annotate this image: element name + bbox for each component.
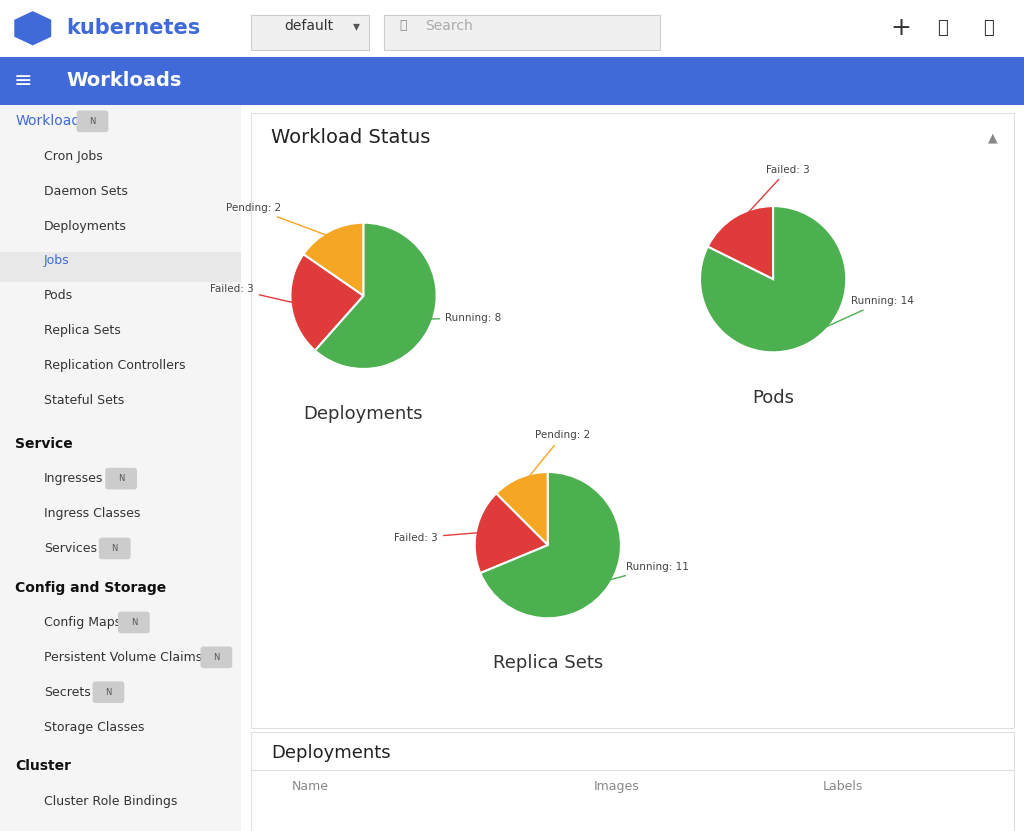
Text: Running: 8: Running: 8 — [428, 312, 502, 322]
Text: Search: Search — [425, 19, 473, 32]
Text: Secrets: Secrets — [44, 686, 91, 699]
Text: Failed: 3: Failed: 3 — [740, 165, 810, 221]
Text: Persistent Volume Claims: Persistent Volume Claims — [44, 651, 203, 664]
Bar — [0, 105, 241, 831]
Wedge shape — [700, 206, 846, 352]
Text: N: N — [118, 475, 124, 483]
Wedge shape — [475, 494, 548, 573]
Text: Config and Storage: Config and Storage — [15, 581, 167, 594]
Bar — [251, 15, 369, 50]
Text: Deployments: Deployments — [44, 219, 127, 233]
Text: Service: Service — [15, 437, 73, 450]
Text: Deployments: Deployments — [271, 744, 391, 762]
Title: Deployments: Deployments — [304, 406, 423, 423]
Bar — [0, 57, 1024, 105]
Bar — [0, 0, 1024, 57]
Text: Cron Jobs: Cron Jobs — [44, 150, 102, 163]
Text: Ingresses: Ingresses — [44, 472, 103, 485]
Text: Workloads: Workloads — [67, 71, 182, 90]
Text: kubernetes: kubernetes — [67, 18, 201, 38]
Wedge shape — [497, 472, 548, 545]
FancyBboxPatch shape — [99, 538, 131, 559]
Text: ▾: ▾ — [353, 19, 360, 32]
Text: 👤: 👤 — [983, 19, 993, 37]
Text: Jobs: Jobs — [44, 254, 70, 268]
Title: Replica Sets: Replica Sets — [493, 655, 603, 672]
Text: Stateful Sets: Stateful Sets — [44, 394, 124, 407]
Text: Images: Images — [594, 779, 640, 793]
Text: Running: 11: Running: 11 — [605, 562, 689, 581]
Text: +: + — [891, 17, 911, 40]
Text: N: N — [112, 544, 118, 553]
Text: ≡: ≡ — [13, 71, 32, 91]
Text: Pending: 2: Pending: 2 — [524, 430, 590, 482]
Text: Daemon Sets: Daemon Sets — [44, 184, 128, 198]
Bar — [384, 15, 660, 50]
Text: Cluster: Cluster — [15, 760, 72, 773]
FancyBboxPatch shape — [118, 612, 150, 633]
Text: 🔍: 🔍 — [399, 19, 407, 32]
Bar — [251, 732, 1014, 831]
Text: Name: Name — [292, 779, 329, 793]
Wedge shape — [315, 223, 436, 369]
Wedge shape — [291, 254, 364, 351]
Text: ▲: ▲ — [988, 131, 998, 145]
Text: Failed: 3: Failed: 3 — [210, 283, 296, 303]
FancyBboxPatch shape — [77, 111, 109, 132]
Text: Running: 14: Running: 14 — [810, 296, 914, 334]
Text: Workloads: Workloads — [15, 115, 88, 128]
Text: Pods: Pods — [44, 289, 73, 302]
Text: Workload Status: Workload Status — [271, 129, 431, 147]
FancyBboxPatch shape — [92, 681, 124, 703]
Text: Failed: 3: Failed: 3 — [394, 533, 480, 543]
Title: Pods: Pods — [752, 389, 795, 406]
Text: N: N — [89, 117, 95, 125]
Text: Ingress Classes: Ingress Classes — [44, 507, 140, 520]
Text: 🔔: 🔔 — [937, 19, 947, 37]
Text: default: default — [285, 19, 334, 32]
Text: Config Maps: Config Maps — [44, 616, 121, 629]
Bar — [251, 113, 1014, 728]
Wedge shape — [480, 472, 621, 618]
Text: Storage Classes: Storage Classes — [44, 720, 144, 734]
FancyBboxPatch shape — [105, 468, 137, 489]
Text: Replication Controllers: Replication Controllers — [44, 359, 185, 372]
Bar — [241, 105, 1024, 831]
Text: Services: Services — [44, 542, 97, 555]
Text: Replica Sets: Replica Sets — [44, 324, 121, 337]
Wedge shape — [708, 206, 773, 279]
Wedge shape — [303, 223, 364, 296]
Text: N: N — [213, 653, 219, 661]
Bar — [0, 253, 241, 282]
Text: N: N — [105, 688, 112, 696]
Text: N: N — [131, 618, 137, 627]
Text: Labels: Labels — [823, 779, 863, 793]
Text: Cluster Role Bindings: Cluster Role Bindings — [44, 794, 177, 808]
FancyBboxPatch shape — [201, 647, 232, 668]
Text: Pending: 2: Pending: 2 — [226, 203, 331, 237]
